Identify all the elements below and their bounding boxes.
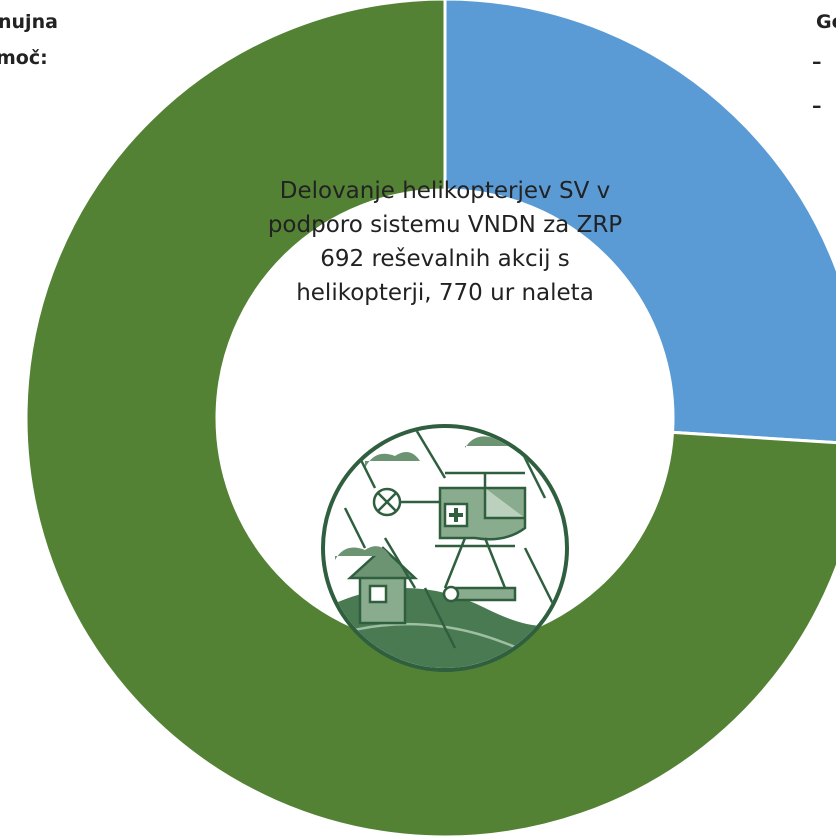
side-text: nujna	[0, 11, 58, 33]
side-text: –	[812, 51, 822, 73]
donut-segment	[443, 0, 836, 445]
side-text: .	[0, 143, 1, 165]
center-text-line: 692 reševalnih akcij s helikopterji, 770 …	[296, 246, 594, 306]
center-text-line: Delovanje helikopterjev SV v podporo sist…	[268, 178, 622, 238]
side-text: Ge	[816, 11, 836, 33]
side-text: moč:	[0, 47, 48, 69]
side-text: –	[812, 95, 822, 117]
center-text: Delovanje helikopterjev SV v podporo sist…	[268, 178, 622, 306]
donut	[24, 0, 836, 837]
